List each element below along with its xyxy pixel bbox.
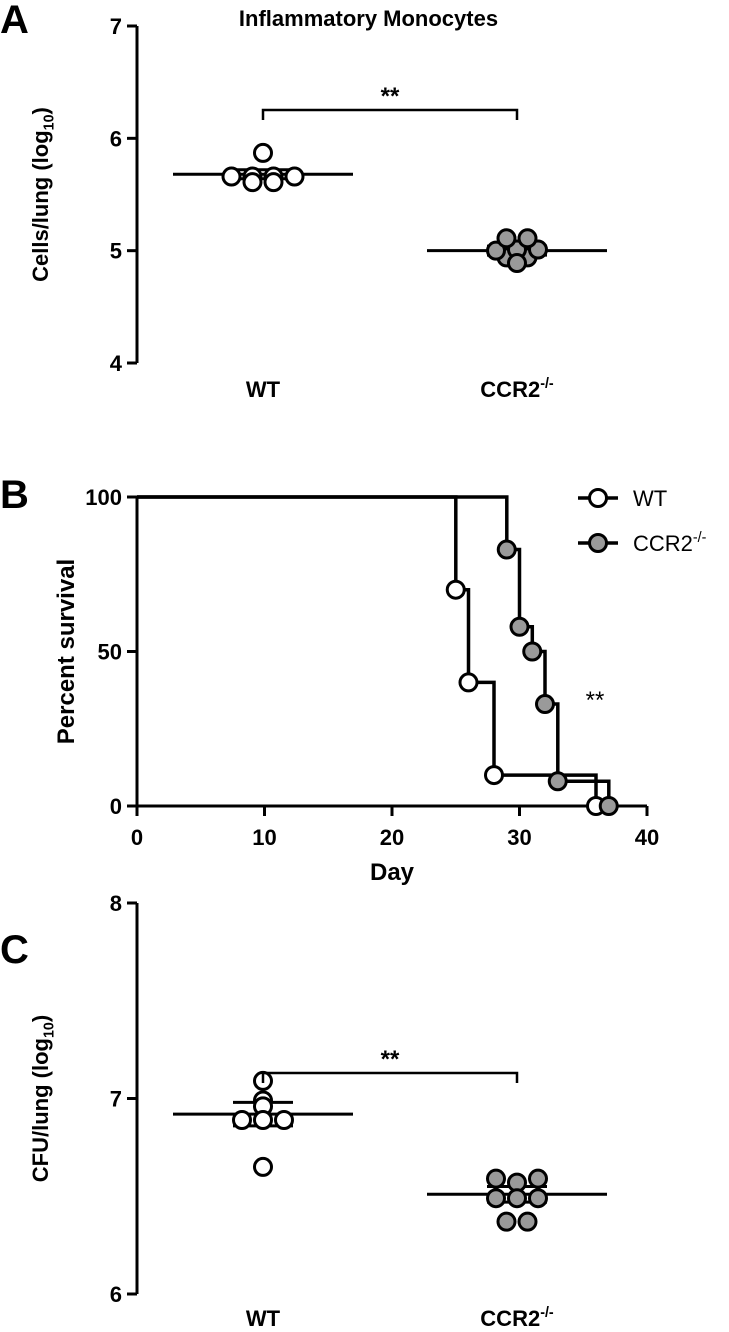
panel-a-title: Inflammatory Monocytes [239, 6, 498, 31]
panel-c-data-point [253, 1110, 273, 1131]
panel-label-a: A [0, 0, 29, 42]
panel-b-significance-label: ** [586, 687, 605, 714]
panel-a-data-point [486, 240, 506, 261]
panel-a-y-label-part: Cells/lung (log [28, 130, 53, 282]
panel-b-legend-marker [588, 488, 608, 508]
panel-b-legend-marker [588, 533, 608, 553]
panel-b-legend-label: WT [633, 486, 667, 511]
panel-b-censor-point [458, 672, 479, 693]
panel-c-data-point [507, 1188, 527, 1209]
panel-b-y-tick-label: 50 [98, 640, 122, 665]
panel-b-y-label: Percent survival [53, 559, 80, 744]
panel-a-y-label: Cells/lung (log10) [28, 107, 58, 282]
panel-c-x-tick-label: CCR2-/- [480, 1305, 554, 1331]
panel-a-data-point [242, 172, 263, 193]
panel-c-data-point [496, 1211, 517, 1232]
panel-c-data-point [486, 1168, 506, 1189]
panel-a-x-tick-label-part: -/- [540, 376, 554, 392]
panel-c-data-point [528, 1168, 548, 1189]
panel-a-y-label-part: 10 [42, 114, 58, 130]
panel-c-significance-label: ** [381, 1046, 400, 1073]
panel-c-y-label-part: ) [28, 1015, 53, 1022]
panel-a-significance-bracket [261, 108, 519, 120]
panel-a-y-tick-label: 5 [110, 239, 122, 264]
panel-c-data-point [253, 1156, 273, 1177]
panel-c-data-point [517, 1211, 538, 1232]
panel-a-significance-label: ** [381, 83, 400, 110]
panel-c-y-label-part: 10 [42, 1022, 58, 1038]
panel-label-c: C [0, 928, 29, 972]
panel-b-x-tick-label: 20 [380, 825, 404, 850]
panel-a-data-point [263, 172, 284, 193]
panel-a-x-tick-label-part: CCR2 [480, 377, 540, 402]
panel-c-y-label-part: CFU/lung (log [28, 1038, 53, 1182]
panel-b-y-tick-label: 100 [85, 485, 122, 510]
panel-b-series-line-0 [137, 495, 609, 808]
panel-a-data-point [253, 142, 273, 163]
panel-b-legend-label-part: WT [633, 486, 667, 511]
panel-b-x-tick-label: 30 [507, 825, 531, 850]
panel-b-legend-label: CCR2-/- [633, 530, 707, 556]
panel-b-x-tick-label: 10 [252, 825, 276, 850]
panel-b-censor-point [547, 771, 568, 792]
panel-c-data-point [486, 1188, 506, 1209]
panel-a-data-point [221, 166, 242, 187]
panel-b-legend-label-part: -/- [693, 530, 707, 546]
panel-a-y-tick-label: 7 [110, 14, 122, 39]
panel-a-x-tick-label: WT [246, 377, 281, 402]
panel-b-censor-point [484, 765, 504, 786]
panel-b-censor-point [509, 616, 530, 637]
panel-c-data-point [528, 1188, 548, 1209]
panel-b-x-tick-label: 0 [131, 825, 143, 850]
panel-c-x-tick-label: WT [246, 1306, 281, 1331]
panel-label-b: B [0, 473, 29, 517]
panel-b-y-tick-label: 0 [110, 794, 122, 819]
panel-b-x-tick-label: 40 [635, 825, 659, 850]
panel-a-y-tick-label: 6 [110, 126, 122, 151]
panel-a-data-point [496, 228, 517, 249]
panel-c-x-tick-label-part: -/- [540, 1305, 554, 1321]
panel-c-data-point [232, 1110, 252, 1131]
panel-a-y-tick-label: 4 [110, 351, 123, 376]
panel-c-x-tick-label-part: CCR2 [480, 1306, 540, 1331]
panel-a-data-point [507, 253, 527, 274]
panel-a-data-point [517, 228, 538, 249]
panel-b-legend-label-part: CCR2 [633, 531, 693, 556]
panel-b-censor-point [535, 694, 555, 715]
panel-c-y-tick-label: 7 [110, 1087, 122, 1112]
panel-c-y-label: CFU/lung (log10) [28, 1015, 58, 1182]
panel-a-x-tick-label: CCR2-/- [480, 376, 554, 402]
panel-c-y-tick-label: 6 [110, 1282, 122, 1307]
panel-b-censor-point [496, 539, 517, 560]
panel-a-data-point [284, 166, 305, 187]
panel-a-y-label-part: ) [28, 107, 53, 114]
panel-c-significance-bracket [261, 1071, 519, 1083]
panel-c-y-tick-label: 8 [110, 891, 122, 916]
panel-b-censor-point [598, 796, 619, 816]
panel-b-x-label: Day [370, 859, 415, 886]
panel-c-data-point [274, 1110, 294, 1131]
panel-a-x-tick-label-part: WT [246, 377, 281, 402]
panel-c-x-tick-label-part: WT [246, 1306, 281, 1331]
panel-b-censor-point [445, 579, 466, 600]
panel-b-censor-point [522, 641, 543, 662]
